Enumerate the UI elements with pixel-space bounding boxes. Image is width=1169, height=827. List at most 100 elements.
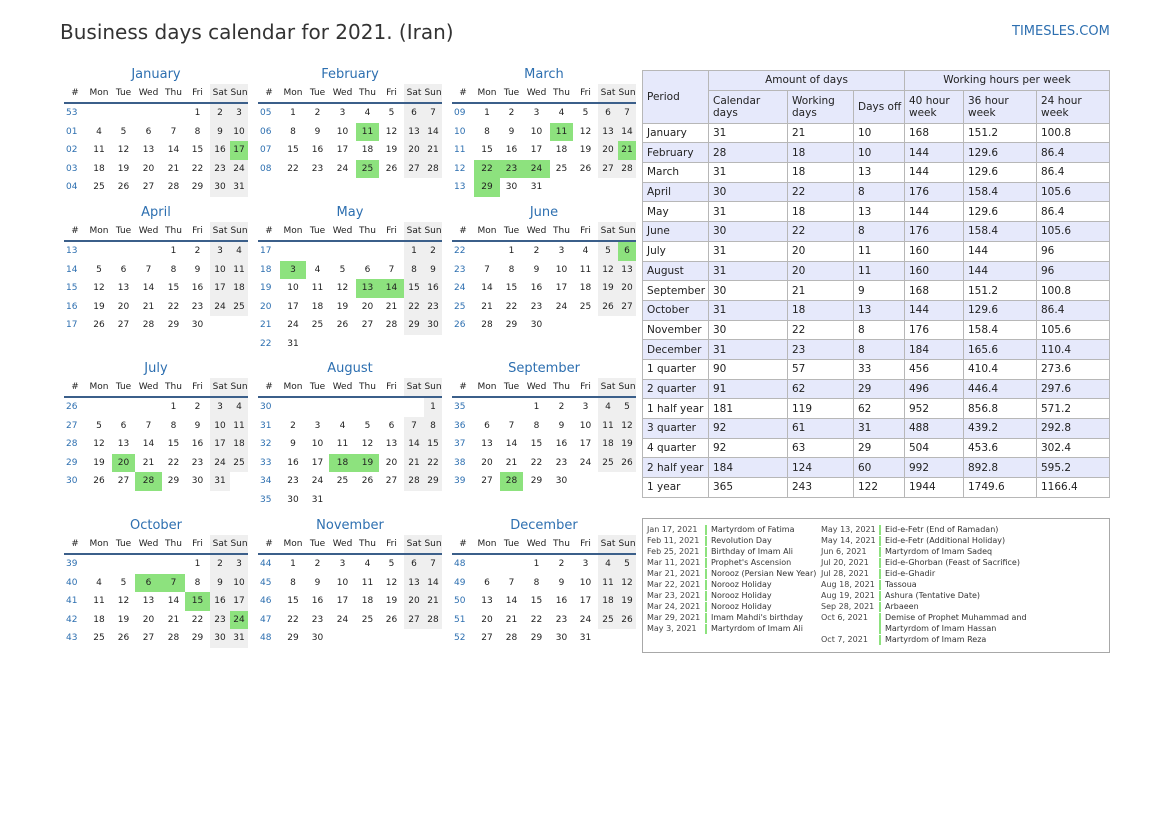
weekday-header: Fri	[573, 222, 598, 242]
value-cell: 184	[708, 457, 788, 479]
day-cell	[474, 554, 500, 574]
value-cell: 160	[904, 240, 964, 262]
value-cell: 456	[904, 358, 964, 380]
month-february: February # Mon Tue Wed Thu Fri Sat Sun 05 1 2 3 4 5 6 7 0…	[258, 66, 442, 178]
day-cell: 1	[508, 246, 515, 257]
day-cell: 19	[385, 145, 398, 156]
week-number: 20	[260, 301, 272, 312]
day-cell	[306, 397, 329, 417]
week-row: 08 22 23 24 25 26 27 28	[258, 159, 442, 178]
day-cell: 6	[120, 420, 127, 431]
day-cell: 2	[508, 108, 515, 119]
day-cell	[424, 335, 442, 354]
value-cell: 62	[853, 398, 905, 419]
week-row: 50 13 14 15 16 17 18 19	[452, 592, 636, 611]
day-cell: 1	[533, 402, 540, 413]
day-cell: 7	[508, 577, 515, 588]
value-cell: 453.6	[963, 437, 1037, 459]
week-number: 37	[454, 439, 466, 450]
day-cell: 10	[579, 420, 592, 431]
day-cell: 14	[142, 439, 155, 450]
day-cell: 18	[329, 453, 356, 472]
day-cell: 10	[530, 126, 543, 137]
day-cell: 9	[508, 126, 515, 137]
week-row: 06 8 9 10 11 12 13 14	[258, 122, 442, 141]
day-cell: 24	[579, 457, 592, 468]
day-cell: 13	[481, 439, 493, 450]
week-number: 25	[454, 301, 466, 312]
value-cell: 31	[708, 201, 788, 223]
value-cell: 90	[708, 358, 788, 380]
holiday-item: Feb 11, 2021 Revolution Day	[647, 536, 816, 547]
day-cell: 23	[311, 163, 324, 174]
day-cell: 7	[170, 126, 177, 137]
stats-row: August 31 20 11 160 144 96	[642, 260, 1110, 282]
holiday-item: Sep 28, 2021 Arbaeen	[821, 602, 1035, 613]
day-cell: 13	[618, 260, 636, 279]
weekday-header: Thu	[356, 222, 379, 242]
day-cell: 7	[388, 264, 395, 275]
day-cell: 10	[336, 577, 349, 588]
day-cell: 28	[481, 320, 493, 331]
site-link[interactable]: TIMESLES.COM	[1012, 24, 1110, 39]
holiday-item: Mar 24, 2021 Norooz Holiday	[647, 602, 816, 613]
value-cell: 31	[708, 240, 788, 262]
day-cell: 12	[618, 573, 636, 592]
day-cell: 21	[167, 614, 180, 625]
day-cell: 14	[618, 122, 636, 141]
weekday-header: Sun	[618, 535, 636, 555]
day-cell: 10	[210, 416, 230, 435]
day-cell: 9	[558, 420, 565, 431]
day-cell: 17	[230, 141, 248, 160]
week-number: 29	[66, 457, 78, 468]
holiday-item: Jun 6, 2021 Martyrdom of Imam Sadeq	[821, 547, 1035, 558]
holiday-item: Feb 25, 2021 Birthday of Imam Ali	[647, 547, 816, 558]
day-cell: 1	[170, 402, 177, 413]
week-number-header: #	[258, 84, 280, 104]
day-cell: 23	[530, 301, 543, 312]
week-row: 42 18 19 20 21 22 23 24	[64, 610, 248, 629]
weekday-header: Tue	[112, 378, 135, 398]
day-cell: 26	[117, 633, 130, 644]
period-cell: 1 half year	[642, 398, 709, 419]
week-number: 27	[66, 420, 78, 431]
value-cell: 144	[963, 240, 1037, 262]
day-cell: 9	[314, 126, 321, 137]
day-cell: 25	[361, 614, 374, 625]
day-cell	[618, 629, 636, 648]
weekday-header: Fri	[185, 222, 210, 242]
weekday-header: Mon	[474, 535, 500, 555]
day-cell: 20	[361, 301, 374, 312]
week-row: 10 8 9 10 11 12 13 14	[452, 122, 636, 141]
stats-row: 1 half year 181 119 62 952 856.8 571.2	[642, 398, 1110, 419]
day-cell	[500, 397, 523, 417]
weekday-header: Wed	[329, 535, 356, 555]
weekday-header: Sat	[404, 535, 424, 555]
day-cell	[618, 316, 636, 335]
week-row: 53 1 2 3	[64, 103, 248, 123]
week-number: 07	[260, 145, 272, 156]
holiday-marker	[705, 536, 707, 546]
day-cell: 25	[555, 163, 568, 174]
month-name: July	[144, 361, 168, 376]
value-cell: 410.4	[963, 358, 1037, 380]
week-number: 04	[66, 182, 78, 193]
day-cell: 17	[530, 145, 543, 156]
col-36-hour-week: 36 hour week	[963, 89, 1037, 124]
value-cell: 31	[708, 339, 788, 360]
day-cell	[424, 491, 442, 510]
week-number: 17	[66, 320, 78, 331]
week-row: 40 4 5 6 7 8 9 10	[64, 573, 248, 592]
weekday-header: Mon	[86, 84, 112, 104]
value-cell: 13	[853, 162, 905, 183]
week-row: 44 1 2 3 4 5 6 7	[258, 554, 442, 574]
day-cell: 22	[404, 297, 424, 316]
day-cell: 12	[385, 126, 398, 137]
page-title: Business days calendar for 2021. (Iran)	[60, 20, 454, 44]
period-cell: July	[642, 240, 709, 262]
value-cell: 595.2	[1036, 457, 1110, 479]
period-cell: 2 quarter	[642, 378, 709, 400]
day-cell: 24	[210, 297, 230, 316]
week-number-header: #	[452, 222, 474, 242]
day-cell: 6	[388, 420, 395, 431]
